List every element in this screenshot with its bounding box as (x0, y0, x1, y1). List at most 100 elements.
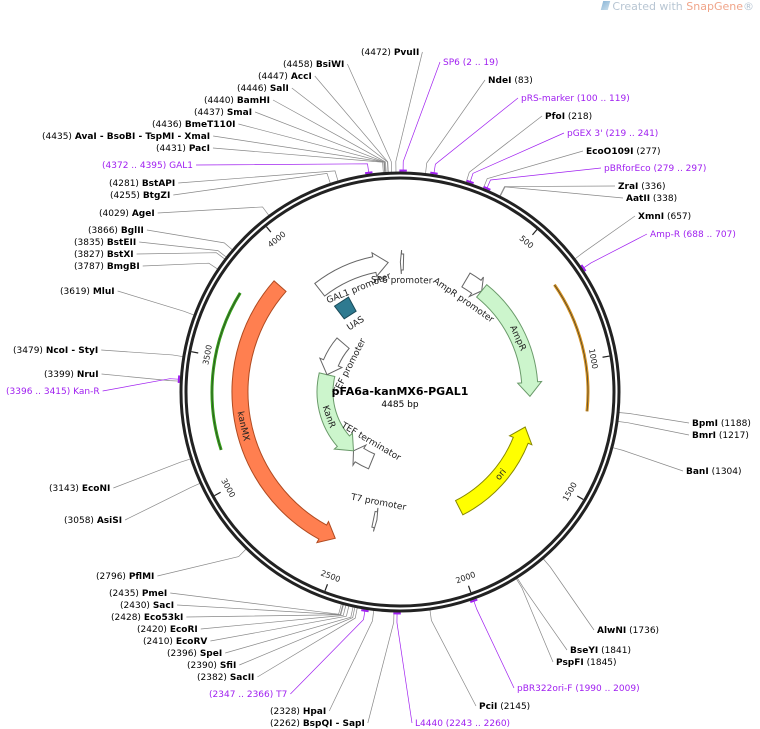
site-position: (2382) (197, 673, 227, 683)
site-label-bmgbi: (3787) BmgBI (74, 262, 140, 272)
site-label-avai-bsobi-tspmi-xmai: (4435) AvaI - BsoBI - TspMI - XmaI (42, 132, 210, 142)
site-name: pBR322ori-F (517, 684, 572, 694)
site-position: (1217) (719, 431, 749, 441)
site-name: BpmI (692, 419, 718, 429)
leader-line-ecoo109i (482, 150, 584, 189)
site-label-zrai: ZraI (336) (618, 182, 665, 192)
tick-mark-3500 (191, 351, 199, 354)
site-label-xmni: XmnI (657) (638, 212, 691, 222)
site-name: NruI (77, 370, 99, 380)
site-name: SalI (270, 84, 289, 94)
site-name: SmaI (227, 108, 252, 118)
site-label-aatii: AatII (338) (626, 194, 677, 204)
site-name: AgeI (132, 209, 155, 219)
site-name: BtgZI (143, 191, 170, 201)
primer-site-amp-r (580, 264, 587, 272)
leader-line-pgex-3 (469, 132, 565, 184)
leader-line-hpai (328, 609, 375, 712)
site-name: pRS-marker (521, 94, 574, 104)
tick-mark-4000 (266, 226, 272, 233)
leader-line-pbrforeco (485, 167, 602, 191)
feature-arrows (231, 249, 543, 544)
site-position: (4440) (204, 96, 234, 106)
leader-line-bseyi (516, 577, 568, 651)
site-label-acci: (4447) AccI (258, 72, 312, 82)
site-name: NdeI (488, 76, 511, 86)
site-label-btgzi: (4255) BtgZI (110, 191, 170, 201)
snapgene-watermark: Created with SnapGene® (601, 0, 754, 13)
site-position: (2428) (111, 613, 141, 623)
leader-line-bmgbi (142, 262, 219, 270)
site-name: PacI (189, 144, 210, 154)
primer-band-core-1 (211, 292, 241, 451)
site-label-pbrforeco: pBRforEco (279 .. 297) (604, 164, 706, 174)
leader-line-xmni (574, 215, 636, 260)
site-name: AsiSI (97, 516, 122, 526)
site-position: (3399) (44, 370, 74, 380)
leader-line-alwni (542, 558, 595, 631)
site-label-pspfi: PspFI (1845) (556, 658, 617, 668)
site-name: PflMI (129, 572, 155, 582)
site-name: BamHI (237, 96, 270, 106)
site-name: Eco53kI (144, 613, 184, 623)
site-position: (4435) (42, 132, 72, 142)
site-name: EcoRI (170, 625, 198, 635)
tick-mark-2000 (467, 585, 472, 593)
primer-bands (210, 283, 590, 451)
leader-line-amp-r (581, 233, 648, 270)
leader-line-saci (177, 603, 344, 615)
site-position: (1841) (601, 646, 631, 656)
feature-label-sp6-promoter: SP6 promoter (371, 276, 433, 287)
leader-line-mlui (117, 290, 195, 316)
leader-line-bmet110i (238, 123, 386, 174)
leader-line-bsteii (139, 241, 227, 258)
site-name: AccI (291, 72, 312, 82)
site-name: SacI (153, 601, 174, 611)
site-label-paci: (4431) PacI (156, 144, 210, 154)
site-name: SacII (230, 673, 255, 683)
leader-line-paci (212, 147, 384, 174)
leader-line-prs-marker (433, 97, 519, 176)
leader-line-pbr322ori-f (472, 598, 515, 689)
primer-site-t7 (361, 609, 369, 613)
feature-label-uas: UAS (345, 315, 366, 334)
leader-line-pcii (429, 609, 477, 707)
site-position: (4255) (110, 191, 140, 201)
feature-arrow-tef-promoter (318, 337, 350, 376)
leader-line-pspfi (515, 578, 554, 663)
site-position: (279 .. 297) (654, 164, 707, 174)
site-label-t7: (2347 .. 2366) T7 (209, 690, 287, 700)
site-name: GAL1 (169, 161, 193, 171)
leader-line-eco53ki (186, 604, 344, 618)
site-label-smai: (4437) SmaI (194, 108, 252, 118)
site-label-bstapi: (4281) BstAPI (109, 179, 175, 189)
site-name: pGEX 3' (567, 129, 603, 139)
site-position: (4431) (156, 144, 186, 154)
tick-mark-2500 (324, 584, 329, 592)
site-label-bmri: BmrI (1217) (692, 431, 749, 441)
tick-label-2500: 2500 (319, 569, 341, 585)
site-label-pgex-3: pGEX 3' (219 .. 241) (567, 129, 658, 139)
site-position: (2396) (167, 649, 197, 659)
site-label-nrui: (3399) NruI (44, 370, 99, 380)
site-position: (4437) (194, 108, 224, 118)
primer-site-prs-marker (430, 171, 438, 175)
feature-arrow-tef-terminator (352, 443, 376, 470)
site-position: (3479) (13, 346, 43, 356)
feature-arrow-uas (333, 296, 357, 320)
site-name: BmrI (692, 431, 716, 441)
tick-label-3500: 3500 (201, 344, 214, 366)
leader-line-sfii (239, 606, 356, 666)
watermark-brand: SnapGene (686, 0, 743, 13)
site-label-sacii: (2382) SacII (197, 673, 254, 683)
site-name: Amp-R (650, 230, 680, 240)
tick-label-1000: 1000 (587, 348, 599, 370)
site-label-pbr322ori-f: pBR322ori-F (1990 .. 2009) (517, 684, 640, 694)
tick-label-1500: 1500 (561, 481, 579, 503)
tick-label-4000: 4000 (266, 230, 287, 250)
feature-arrow-t7-promoter (371, 507, 379, 532)
site-name: Kan-R (73, 387, 99, 397)
primer-site-pbrforeco (483, 185, 491, 191)
site-position: (1990 .. 2009) (575, 684, 639, 694)
